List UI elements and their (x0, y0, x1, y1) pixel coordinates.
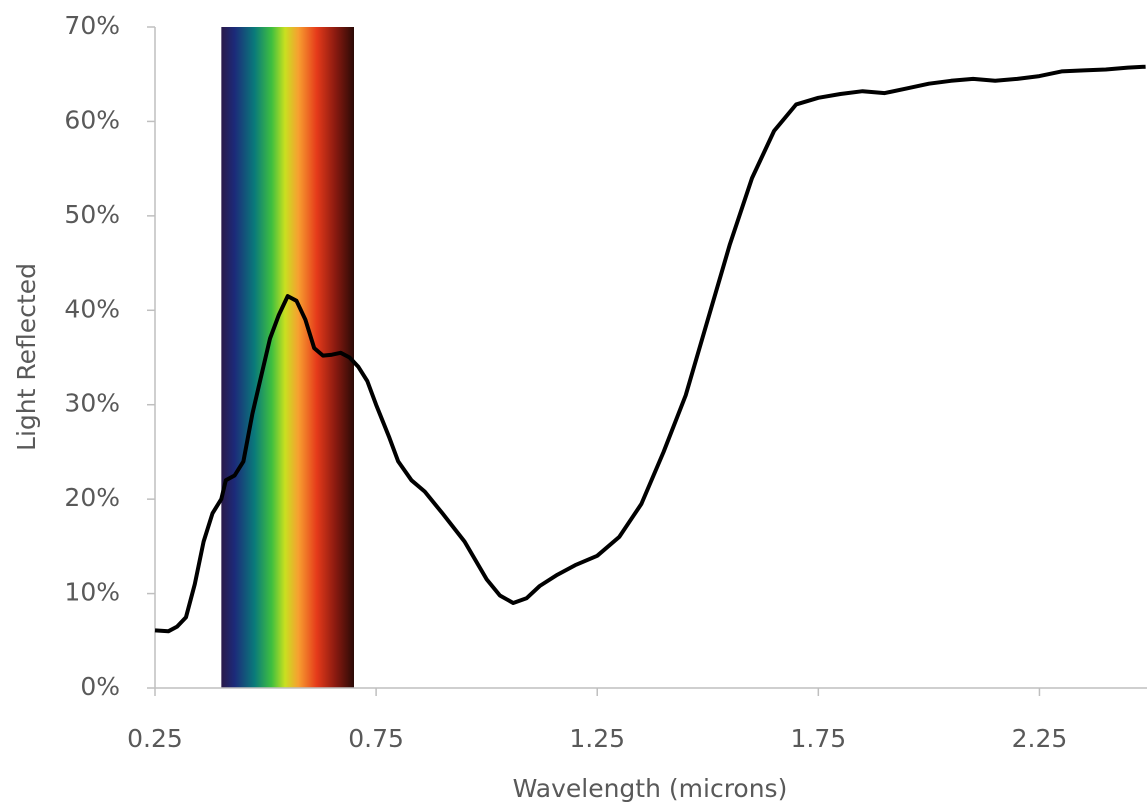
y-tick-label: 60% (64, 105, 120, 134)
x-tick-label: 0.75 (348, 724, 404, 753)
y-tick-label: 50% (64, 200, 120, 229)
y-tick-label: 0% (80, 672, 120, 701)
x-tick-label: 2.25 (1012, 724, 1068, 753)
y-tick-label: 30% (64, 389, 120, 418)
y-tick-label: 40% (64, 294, 120, 323)
y-axis-title: Light Reflected (12, 263, 41, 451)
x-tick-label: 0.25 (127, 724, 183, 753)
spectrum-line (154, 64, 1146, 634)
x-axis-title: Wavelength (microns) (513, 774, 788, 803)
y-tick-label: 70% (64, 11, 120, 40)
y-tick-label: 10% (64, 578, 120, 607)
x-tick-label: 1.25 (569, 724, 625, 753)
visible-spectrum (221, 27, 354, 688)
y-tick-label: 20% (64, 483, 120, 512)
x-tick-label: 1.75 (790, 724, 846, 753)
